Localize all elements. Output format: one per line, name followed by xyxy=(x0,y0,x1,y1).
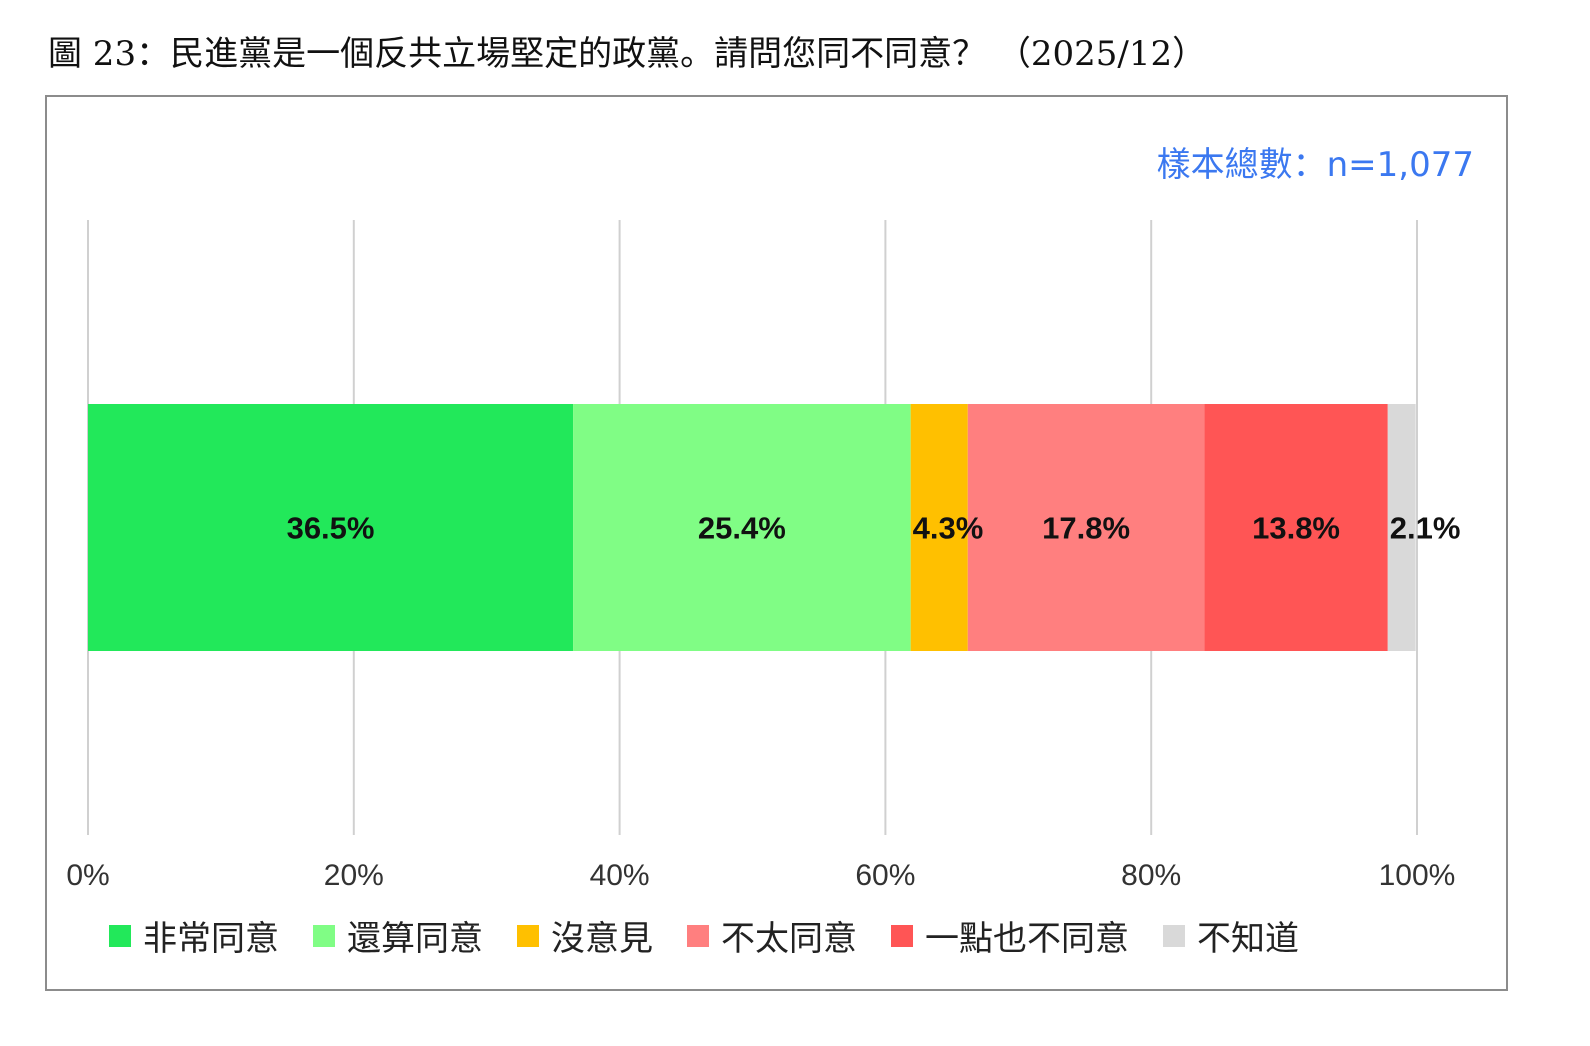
data-label: 25.4% xyxy=(698,511,786,546)
legend-item: 非常同意 xyxy=(109,911,279,960)
sample-size-note: 樣本總數：n=1,077 xyxy=(1156,145,1474,185)
chart-title: 圖 23：民進黨是一個反共立場堅定的政黨。請問您同不同意？ （2025/12） xyxy=(48,34,1207,74)
legend-swatch xyxy=(687,924,709,947)
legend-label: 不知道 xyxy=(1197,919,1299,959)
legend-swatch xyxy=(313,924,335,947)
bar-segment xyxy=(573,404,911,651)
bar-segment xyxy=(88,404,574,651)
legend: 非常同意 還算同意 沒意見 不太同意 一點也不同意 不知道 xyxy=(109,911,1333,960)
data-label: 17.8% xyxy=(1042,511,1130,546)
bar-segment xyxy=(910,404,968,651)
legend-label: 還算同意 xyxy=(347,919,483,959)
data-label: 36.5% xyxy=(287,511,375,546)
chart-frame: 樣本總數：n=1,077 0% 20% 40% 60% 80% 100% 36.5% 25.4… xyxy=(45,95,1508,991)
legend-item: 沒意見 xyxy=(517,911,653,960)
legend-item: 不太同意 xyxy=(687,911,857,960)
x-tick-label: 80% xyxy=(1121,859,1181,892)
data-label: 2.1% xyxy=(1390,511,1461,546)
legend-label: 一點也不同意 xyxy=(925,919,1129,959)
bar-segment xyxy=(967,404,1205,651)
x-tick-label: 100% xyxy=(1379,859,1456,892)
legend-item: 還算同意 xyxy=(313,911,483,960)
x-tick-label: 20% xyxy=(324,859,384,892)
legend-label: 非常同意 xyxy=(143,919,279,959)
bar-segment xyxy=(1387,404,1416,651)
data-label: 13.8% xyxy=(1252,511,1340,546)
legend-swatch xyxy=(891,924,913,947)
legend-label: 沒意見 xyxy=(551,919,653,959)
legend-swatch xyxy=(109,924,131,947)
data-label: 4.3% xyxy=(913,511,984,546)
bar-segment xyxy=(1204,404,1388,651)
legend-swatch xyxy=(517,924,539,947)
x-tick-label: 0% xyxy=(66,859,109,892)
x-tick-label: 60% xyxy=(855,859,915,892)
stacked-bar-plot: 0% 20% 40% 60% 80% 100% 36.5% 25.4% 4.3% 17.8% 13.… xyxy=(66,220,1461,892)
x-tick-label: 40% xyxy=(590,859,650,892)
legend-label: 不太同意 xyxy=(721,919,857,959)
legend-swatch xyxy=(1163,924,1185,947)
legend-item: 不知道 xyxy=(1163,911,1299,960)
legend-item: 一點也不同意 xyxy=(891,911,1129,960)
